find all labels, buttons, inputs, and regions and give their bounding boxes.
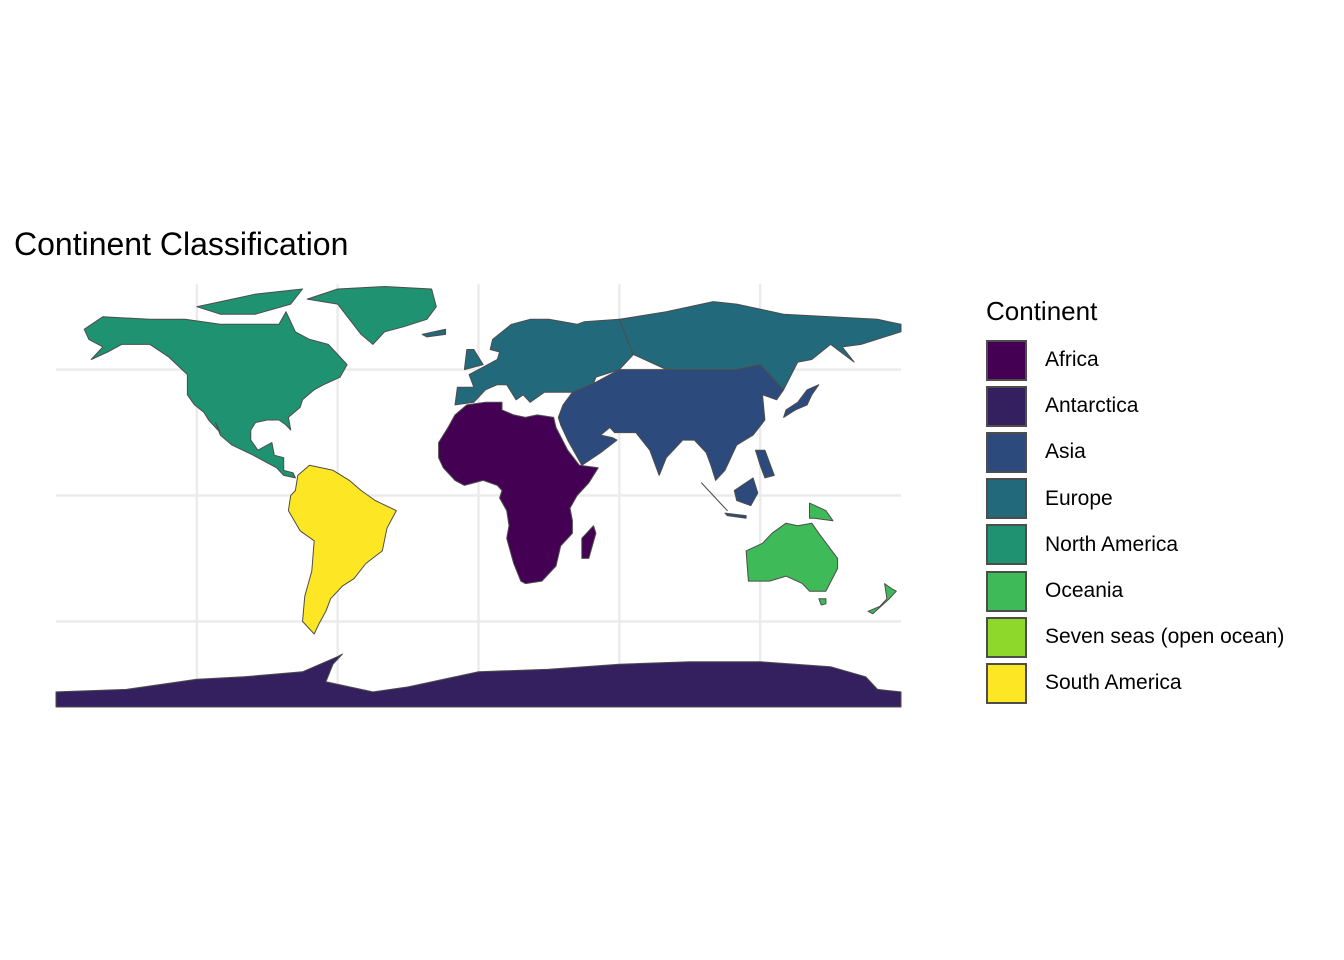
region-north-america — [83, 311, 348, 479]
region-asia — [783, 384, 820, 418]
legend-swatch — [986, 662, 1027, 704]
legend-item: Europe — [986, 476, 1284, 522]
land-layer — [55, 286, 902, 708]
legend: Continent Africa Antarctica Asia Europe Nort… — [986, 296, 1284, 707]
legend-item: Antarctica — [986, 383, 1284, 429]
region-oceania — [818, 598, 827, 606]
region-africa — [581, 525, 597, 559]
legend-label: Europe — [1045, 486, 1113, 510]
legend-swatch — [986, 570, 1027, 612]
region-europe — [421, 328, 447, 338]
legend-item: Seven seas (open ocean) — [986, 614, 1284, 660]
region-asia — [733, 477, 759, 507]
legend-swatch — [986, 431, 1027, 473]
region-antarctica — [55, 653, 902, 708]
region-asia — [724, 512, 747, 519]
region-europe — [463, 349, 484, 371]
region-asia — [755, 449, 775, 479]
region-oceania — [867, 583, 897, 615]
legend-item: Africa — [986, 337, 1284, 383]
legend-item: North America — [986, 522, 1284, 568]
legend-item: South America — [986, 660, 1284, 706]
region-africa — [438, 401, 599, 585]
legend-swatch — [986, 616, 1027, 658]
legend-label: Asia — [1045, 440, 1086, 464]
legend-label: Africa — [1045, 348, 1099, 372]
region-oceania — [745, 522, 839, 592]
legend-label: North America — [1045, 532, 1179, 556]
region-oceania — [809, 502, 834, 522]
legend-label: Antarctica — [1045, 394, 1139, 418]
legend-swatch — [986, 339, 1027, 381]
region-south-america — [287, 464, 397, 635]
legend-label: Oceania — [1045, 579, 1124, 603]
legend-item: Oceania — [986, 568, 1284, 614]
legend-title: Continent — [986, 296, 1098, 326]
region-asia — [701, 482, 728, 512]
legend-items: Africa Antarctica Asia Europe North America O… — [986, 337, 1284, 707]
legend-label: South America — [1045, 671, 1182, 695]
region-north-america — [306, 286, 437, 345]
legend-swatch — [986, 524, 1027, 566]
legend-item: Asia — [986, 429, 1284, 475]
chart-title: Continent Classification — [14, 226, 349, 262]
legend-label: Seven seas (open ocean) — [1045, 625, 1285, 649]
legend-swatch — [986, 385, 1027, 427]
region-north-america — [196, 288, 303, 315]
region-asia — [557, 364, 785, 481]
legend-swatch — [986, 478, 1027, 520]
